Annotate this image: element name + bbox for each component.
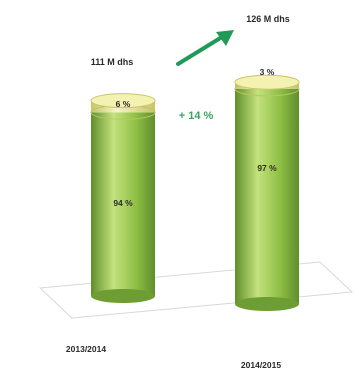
data-label-2013-2014-main: 94 % xyxy=(113,198,133,208)
cylinder-body-2014-2015 xyxy=(235,88,299,305)
growth-arrow xyxy=(176,30,234,66)
total-label-2014-2015: 126 M dhs xyxy=(246,14,290,24)
data-label-2014-2015-top: 3 % xyxy=(259,67,275,77)
category-label-2013-2014: 2013/2014 xyxy=(65,344,107,354)
data-label-2014-2015-main: 97 % xyxy=(257,163,277,173)
data-label-2013-2014-top: 6 % xyxy=(115,99,131,109)
cylinder-body-2013-2014 xyxy=(91,112,155,296)
cylinder-cap-2014-2015 xyxy=(234,74,300,90)
total-label-2013-2014: 111 M dhs xyxy=(90,57,134,67)
growth-label: + 14 % xyxy=(178,110,214,122)
cylinder-base-2013-2014 xyxy=(91,289,155,303)
cylinder-base-2014-2015 xyxy=(235,297,299,311)
cylinder-cap-2013-2014 xyxy=(90,93,156,109)
chart-floor xyxy=(38,261,354,319)
category-label-2014-2015: 2014/2015 xyxy=(240,360,282,370)
